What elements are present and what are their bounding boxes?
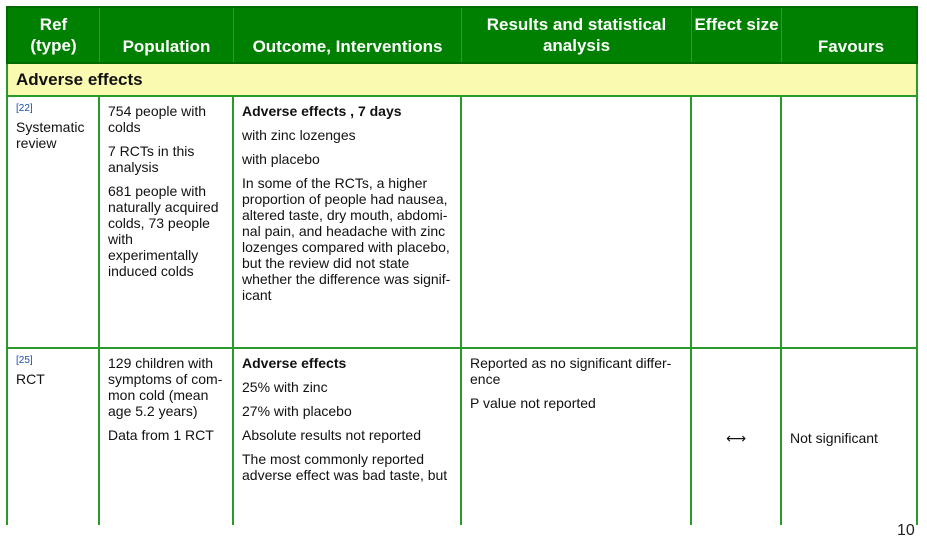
population-text: 129 children with symptoms of com-mon co… [108,355,223,419]
outcome-text: 25% with zinc [242,379,328,395]
effect-cell [692,97,782,347]
header-results: Results and statistical analysis [462,8,692,62]
reference-link[interactable]: [22] [16,103,33,114]
outcome-text: Absolute results not reported [242,427,421,443]
page-number: 10 [897,522,915,539]
population-text: Data from 1 RCT [108,427,214,443]
reference-link[interactable]: [25] [16,355,33,366]
population-text: 7 RCTs in this analysis [108,143,195,175]
header-outcome: Outcome, Interventions [234,8,462,62]
favours-text: Not significant [790,430,878,446]
population-cell: 754 people with colds 7 RCTs in this ana… [100,97,234,347]
header-ref: Ref (type) [8,8,100,62]
population-text: 681 people with naturally acquired colds… [108,183,219,279]
favours-cell [782,97,920,347]
outcome-cell: Adverse effects 25% with zinc 27% with p… [234,349,462,525]
outcome-cell: Adverse effects , 7 days with zinc lozen… [234,97,462,347]
outcome-text: In some of the RCTs, a higher proportion… [242,175,451,303]
double-arrow-icon: ⟷ [725,430,747,446]
outcome-text: with placebo [242,151,320,167]
outcome-text: with zinc lozenges [242,127,356,143]
ref-cell: [25] RCT [8,349,100,525]
header-effect: Effect size [692,8,782,62]
results-text: P value not reported [470,395,596,411]
table-row: [25] RCT 129 children with symptoms of c… [6,349,918,525]
effect-cell: ⟷ [692,349,782,525]
section-title: Adverse effects [6,64,918,97]
outcome-text: 27% with placebo [242,403,352,419]
ref-cell: [22] Systematic review [8,97,100,347]
header-population: Population [100,8,234,62]
table-header: Ref (type) Population Outcome, Intervent… [6,6,918,64]
study-type: RCT [16,371,45,387]
population-text: 754 people with colds [108,103,207,135]
outcome-title: Adverse effects [242,355,347,371]
favours-cell: Not significant [782,349,920,525]
outcome-title: Adverse effects , 7 days [242,103,402,119]
results-cell: Reported as no significant differ-ence P… [462,349,692,525]
table-row: [22] Systematic review 754 people with c… [6,97,918,349]
study-type: Systematic review [16,119,85,151]
results-cell [462,97,692,347]
evidence-table: Ref (type) Population Outcome, Intervent… [6,6,918,525]
outcome-text: The most commonly reported adverse effec… [242,451,448,483]
header-favours: Favours [817,37,885,56]
population-cell: 129 children with symptoms of com-mon co… [100,349,234,525]
results-text: Reported as no significant differ-ence [470,355,672,387]
